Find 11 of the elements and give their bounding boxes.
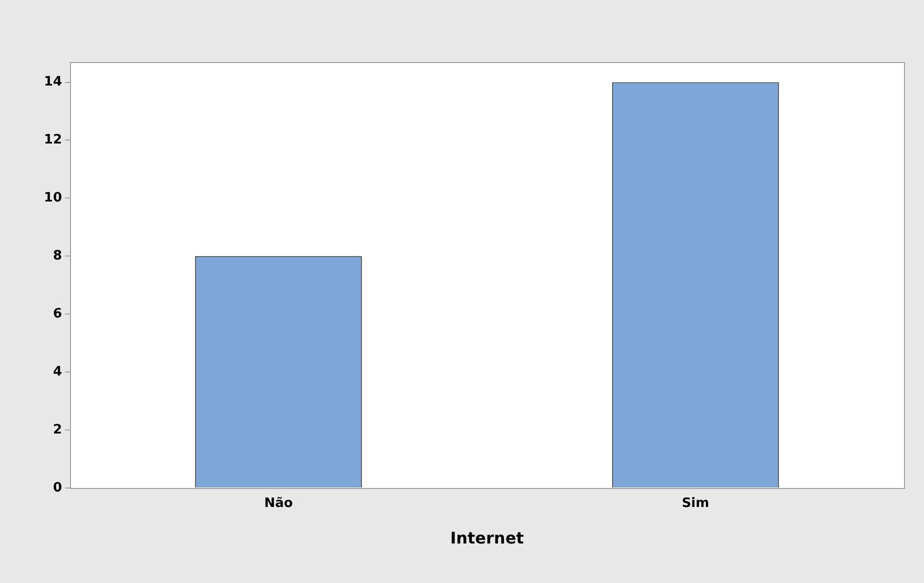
x-tick-label: Sim <box>682 496 710 512</box>
y-tick-label: 12 <box>44 132 62 148</box>
y-tick-label: 2 <box>52 422 62 438</box>
y-tick-label: 0 <box>52 480 62 496</box>
x-tick-label: Não <box>264 496 293 512</box>
y-tick-label: 14 <box>44 74 62 90</box>
y-tick-label: 10 <box>44 190 62 206</box>
x-axis-title: Internet <box>450 528 524 548</box>
y-tick-label: 4 <box>52 364 62 380</box>
y-tick-label: 6 <box>52 306 62 322</box>
y-tick-label: 8 <box>52 248 62 264</box>
